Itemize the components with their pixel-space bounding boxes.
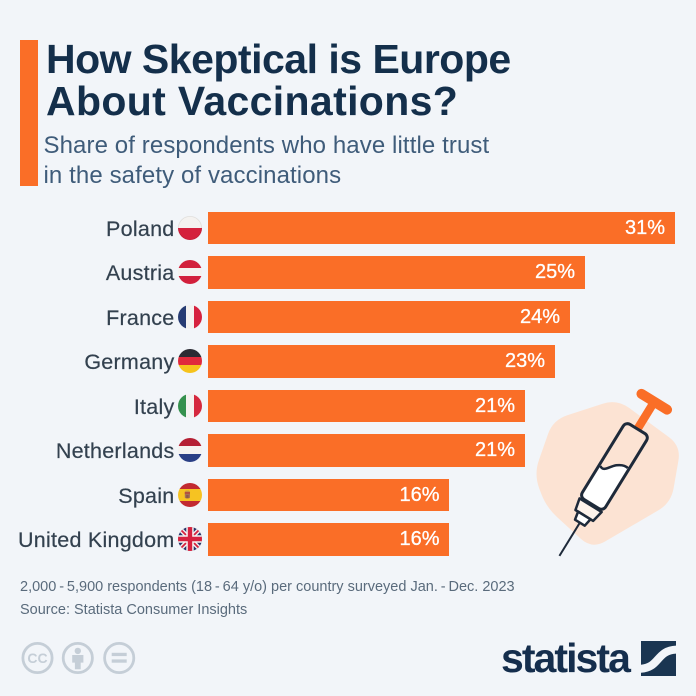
- svg-text:CC: CC: [27, 650, 47, 666]
